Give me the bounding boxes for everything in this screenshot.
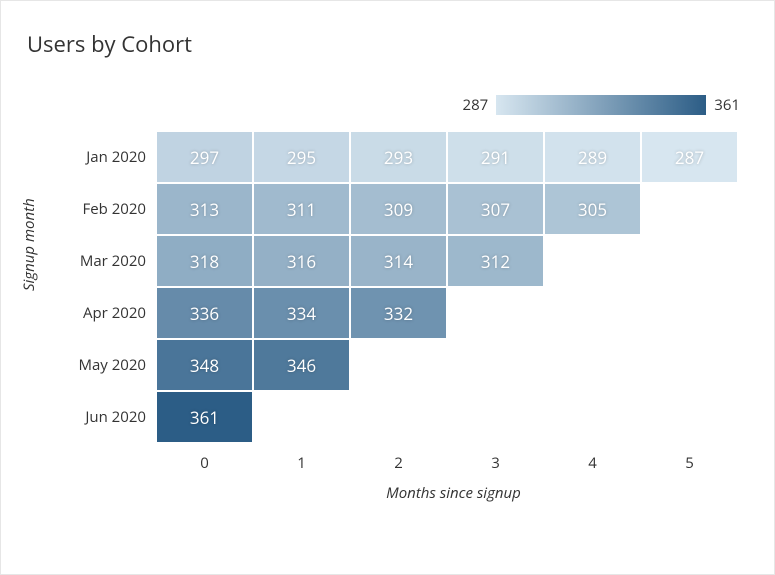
heatmap-cell	[545, 236, 640, 286]
heatmap-cell: 348	[157, 340, 252, 390]
heatmap-row: Jan 2020297295293291289287	[156, 131, 751, 183]
heatmap-row: Jun 2020361	[156, 391, 751, 443]
heatmap-plot-area: Jan 2020297295293291289287Feb 2020313311…	[156, 131, 751, 473]
heatmap-cell	[448, 340, 543, 390]
heatmap-cell	[545, 288, 640, 338]
row-label: Jan 2020	[61, 147, 146, 167]
heatmap-cell: 309	[351, 184, 446, 234]
heatmap-cell: 289	[545, 132, 640, 182]
heatmap-cell: 305	[545, 184, 640, 234]
x-tick: 2	[350, 453, 447, 473]
chart-title: Users by Cohort	[27, 29, 754, 59]
heatmap-cell	[642, 236, 737, 286]
heatmap-cell: 297	[157, 132, 252, 182]
heatmap-cell: 314	[351, 236, 446, 286]
legend-min-value: 287	[463, 95, 489, 115]
heatmap-cell	[545, 340, 640, 390]
row-label: Feb 2020	[61, 199, 146, 219]
heatmap-cell: 346	[254, 340, 349, 390]
heatmap-cell: 313	[157, 184, 252, 234]
heatmap-cell: 312	[448, 236, 543, 286]
heatmap-row: Apr 2020336334332	[156, 287, 751, 339]
x-tick: 4	[544, 453, 641, 473]
x-tick: 5	[641, 453, 738, 473]
heatmap-row: May 2020348346	[156, 339, 751, 391]
heatmap-cell	[642, 392, 737, 442]
heatmap-cell: 316	[254, 236, 349, 286]
heatmap-cell	[351, 340, 446, 390]
heatmap-cell	[642, 288, 737, 338]
x-tick: 3	[447, 453, 544, 473]
x-axis-label: Months since signup	[156, 483, 751, 503]
legend-gradient	[496, 95, 706, 115]
x-tick: 1	[253, 453, 350, 473]
heatmap-row: Mar 2020318316314312	[156, 235, 751, 287]
heatmap-cell: 291	[448, 132, 543, 182]
heatmap-cell	[448, 392, 543, 442]
cohort-chart-container: Users by Cohort 287 361 Signup month Jan…	[0, 0, 775, 575]
heatmap-cell: 334	[254, 288, 349, 338]
heatmap-row: Feb 2020313311309307305	[156, 183, 751, 235]
heatmap-cell	[545, 392, 640, 442]
row-label: May 2020	[61, 355, 146, 375]
heatmap-cell	[642, 184, 737, 234]
color-legend: 287 361	[463, 95, 740, 115]
heatmap-cell: 295	[254, 132, 349, 182]
heatmap-cell	[351, 392, 446, 442]
x-tick-row: 012345	[156, 453, 751, 473]
heatmap-cell: 318	[157, 236, 252, 286]
row-label: Jun 2020	[61, 407, 146, 427]
heatmap-cell: 336	[157, 288, 252, 338]
heatmap-cell: 332	[351, 288, 446, 338]
heatmap-cell: 287	[642, 132, 737, 182]
x-tick: 0	[156, 453, 253, 473]
legend-max-value: 361	[714, 95, 740, 115]
heatmap-cell	[642, 340, 737, 390]
heatmap-cell: 307	[448, 184, 543, 234]
heatmap-cell: 311	[254, 184, 349, 234]
heatmap-cell	[254, 392, 349, 442]
heatmap-cell: 293	[351, 132, 446, 182]
heatmap-cell	[448, 288, 543, 338]
y-axis-label: Signup month	[19, 198, 39, 291]
row-label: Apr 2020	[61, 303, 146, 323]
row-label: Mar 2020	[61, 251, 146, 271]
heatmap-cell: 361	[157, 392, 252, 442]
